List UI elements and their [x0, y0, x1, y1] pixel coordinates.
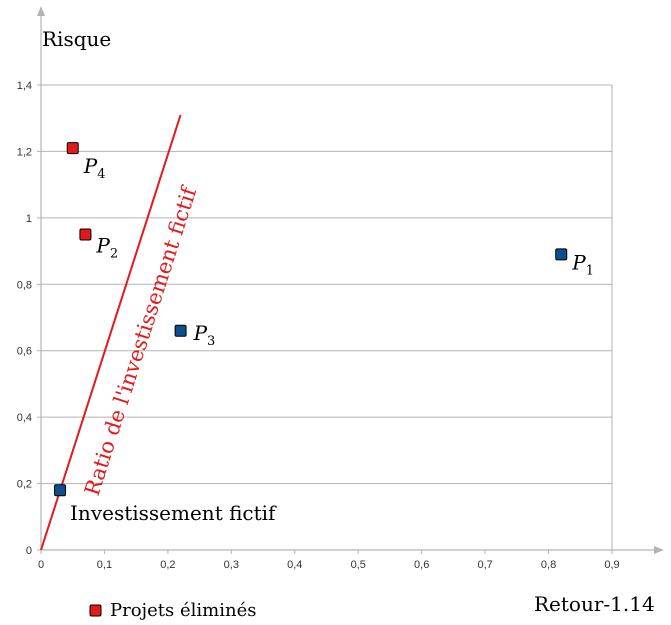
point-label-4: Investissement fictif	[70, 501, 277, 525]
x-tick-label-9: 0,9	[604, 559, 619, 571]
y-tick-label-1: 0,2	[17, 479, 32, 491]
data-point-1	[79, 228, 92, 241]
point-label-3: P4	[83, 154, 106, 182]
y-tick-label-4: 0,8	[17, 279, 32, 291]
legend: Projets éliminés	[89, 600, 256, 621]
y-tick-label-7: 1,4	[17, 80, 32, 92]
ratio-line	[40, 114, 182, 551]
legend-label-eliminated: Projets éliminés	[110, 600, 256, 621]
y-tick-label-3: 0,6	[17, 346, 32, 358]
y-tick-label-6: 1,2	[17, 146, 32, 158]
x-tick-label-6: 0,6	[414, 559, 429, 571]
x-axis-title-suffix: -1.14	[603, 592, 654, 616]
x-tick-label-1: 0,1	[97, 559, 112, 571]
point-label-2: P3	[193, 321, 216, 349]
grid-lines	[41, 84, 613, 550]
x-axis-arrow-icon	[654, 546, 664, 554]
legend-swatch-eliminated	[89, 604, 102, 617]
x-tick-label-7: 0,7	[477, 559, 492, 571]
point-label-1: P2	[95, 233, 118, 261]
point-label-0: P1	[571, 250, 594, 278]
x-tick-label-8: 0,8	[541, 559, 556, 571]
y-tick-label-2: 0,4	[17, 412, 32, 424]
data-point-0	[555, 248, 568, 261]
ratio-line-label: Ratio de l'investissement fictif	[80, 182, 202, 498]
tick-labels: 0 0,1 0,2 0,3 0,4 0,5 0,6 0,7 0,8 0,9 0 0,2 0,4 0,6 0,…	[17, 80, 620, 571]
data-point-4	[54, 484, 67, 497]
x-tick-label-4: 0,4	[287, 559, 302, 571]
x-tick-label-3: 0,3	[224, 559, 239, 571]
data-point-3	[66, 142, 79, 155]
x-axis-title: Retour-1.14	[534, 592, 655, 616]
x-axis-title-text: Retour	[534, 592, 604, 616]
data-point-2	[174, 324, 187, 337]
data-points: P1 P2 P3 P4 Investissement fictif	[54, 142, 594, 525]
y-tick-label-0: 0	[26, 545, 32, 557]
y-axis-title: Risque	[42, 27, 111, 51]
x-tick-label-2: 0,2	[160, 559, 175, 571]
x-tick-label-5: 0,5	[351, 559, 366, 571]
axes	[37, 6, 664, 554]
x-tick-label-0: 0	[38, 559, 44, 571]
y-axis-arrow-icon	[37, 6, 45, 16]
y-tick-label-5: 1	[26, 213, 32, 225]
